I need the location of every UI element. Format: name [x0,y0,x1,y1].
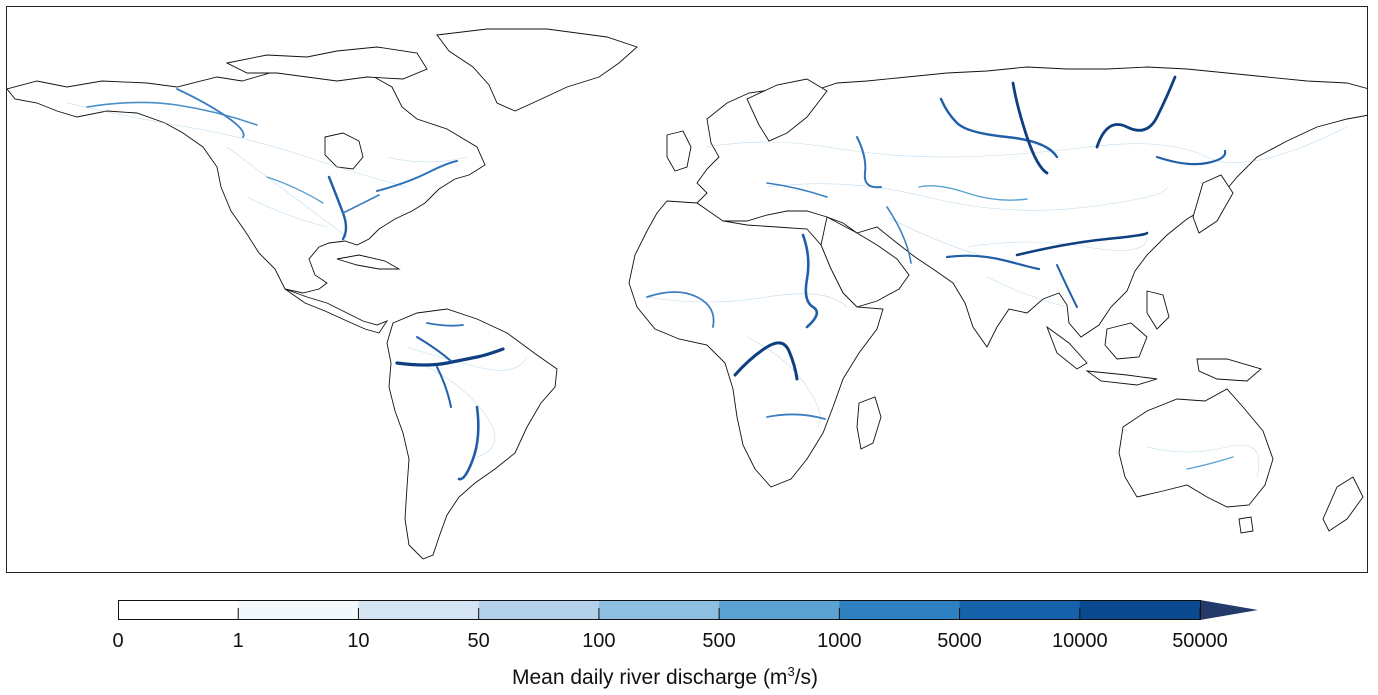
world-map [6,6,1368,573]
st-lawrence [376,160,458,192]
land-outlines [7,28,1367,560]
colorbar-tick-label: 10 [347,630,370,652]
new-guinea [1196,358,1262,382]
cuba [336,254,401,270]
orinoco-river [426,322,464,327]
nile-river [801,233,819,329]
scandinavia [746,78,828,142]
great-britain [666,130,692,172]
amazon-river [395,347,505,367]
madagascar [856,396,882,450]
hudson-bay [324,132,364,170]
colorbar-tick-label: 500 [702,630,736,652]
colorbar-tick-label: 100 [582,630,616,652]
negro-river [416,336,452,362]
south-america-landmass [386,308,558,560]
niger-river [646,291,715,328]
major-rivers [86,75,1234,481]
colorbar-segment [1079,600,1201,620]
colorbar-segment [238,600,359,620]
new-zealand [1322,476,1364,532]
ganges-brahmaputra [945,254,1041,271]
indus-river [886,206,912,264]
colorbar-tick-label: 5000 [937,630,982,652]
colorbar [118,600,1258,620]
yukon-river [86,101,258,126]
ob-river [939,97,1059,159]
greenland-landmass [436,28,638,112]
colorbar-extend-arrow [1200,600,1258,620]
colorbar-tick-label: 50000 [1172,630,1228,652]
borneo [1104,322,1148,360]
congo-river [733,341,799,381]
colorbar-segment [719,600,840,620]
colorbar-segment [839,600,961,620]
colorbar-segment [478,600,600,620]
philippines [1146,290,1170,330]
colorbar-segment [118,600,239,620]
mackenzie-river [176,88,245,138]
colorbar-tick-label: 10000 [1051,630,1108,652]
colorbar-tick-label: 1 [232,630,244,652]
volga-river [856,136,882,189]
tasmania [1238,516,1254,534]
colorbar-segment [959,600,1081,620]
sumatra [1046,325,1088,370]
colorbar-tick-label: 50 [467,630,490,652]
central-america [284,288,389,334]
europe-landmass [696,66,1367,348]
amur-river [1155,149,1227,166]
java [1085,370,1158,386]
colorbar-title: Mean daily river discharge (m3/s) [512,664,818,689]
lena-river [1095,75,1177,149]
danube-river [766,182,828,198]
mekong-river [1056,264,1078,308]
yenisei-river [1011,81,1049,175]
map-canvas [7,28,1367,560]
minor-river-network [66,102,1348,478]
australia-landmass [1118,388,1274,508]
colorbar-segment [598,600,720,620]
colorbar-tick-label: 0 [112,630,124,652]
missouri-river [266,176,324,204]
syr-amu-darya [918,185,1028,201]
arctic-islands [225,46,428,82]
japan [1192,174,1234,234]
zambezi-river [766,413,826,420]
africa-landmass [628,200,884,488]
ohio-river [342,194,380,214]
colorbar-tick-label: 1000 [817,630,862,652]
parana-river [457,405,480,481]
murray-river [1186,456,1234,470]
colorbar-segment [358,600,480,620]
yangtze-river [1015,231,1149,257]
madeira-river [436,366,452,408]
